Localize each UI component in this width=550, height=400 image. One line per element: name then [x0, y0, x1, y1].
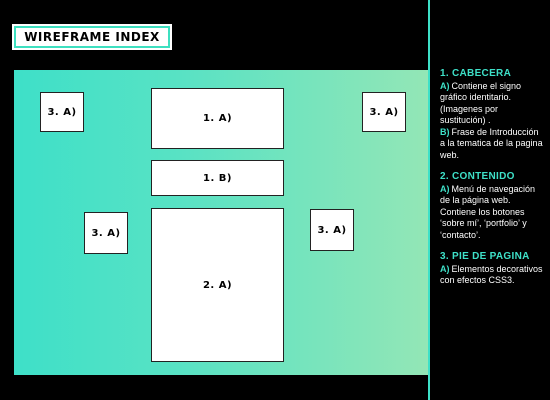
wireframe-title: WIREFRAME INDEX: [12, 24, 172, 50]
legend-item: A) Elementos decorativos con efectos CSS3…: [440, 264, 546, 287]
box-header-a: 1. A): [151, 88, 284, 149]
box-footer-top-left: 3. A): [40, 92, 84, 132]
legend-key: A): [440, 80, 450, 91]
legend-item: A) Menú de navegación de la página web. C…: [440, 184, 546, 242]
divider-line: [428, 0, 430, 400]
box-footer-mid-left: 3. A): [84, 212, 128, 254]
legend-section-header: 1. CABECERA A) Contiene el signo gráfico …: [440, 68, 546, 161]
legend-heading: 1. CABECERA: [440, 68, 512, 79]
legend-heading: 3. PIE DE PAGINA: [440, 251, 530, 262]
box-header-b: 1. B): [151, 160, 284, 196]
legend-text: Frase de Introducción a la tematica de l…: [440, 126, 543, 160]
legend-key: B): [440, 126, 450, 137]
legend-item: B) Frase de Introducción a la tematica de…: [440, 127, 546, 162]
box-footer-mid-right: 3. A): [310, 209, 354, 251]
box-footer-top-right: 3. A): [362, 92, 406, 132]
legend-text: Contiene el signo gráfico identitario. (…: [440, 80, 522, 126]
wireframe-canvas: 3. A) 1. A) 3. A) 1. B) 3. A) 2. A) 3. A…: [14, 70, 428, 375]
legend-text: Elementos decorativos con efectos CSS3.: [440, 263, 543, 286]
box-content-a: 2. A): [151, 208, 284, 362]
legend-heading: 2. CONTENIDO: [440, 171, 515, 182]
legend-item: A) Contiene el signo gráfico identitario.…: [440, 81, 546, 127]
legend-panel: 1. CABECERA A) Contiene el signo gráfico …: [440, 68, 546, 297]
legend-text: Menú de navegación de la página web. Con…: [440, 183, 536, 240]
legend-section-content: 2. CONTENIDO A) Menú de navegación de la …: [440, 171, 546, 241]
legend-key: A): [440, 183, 450, 194]
legend-key: A): [440, 263, 450, 274]
legend-section-footer: 3. PIE DE PAGINA A) Elementos decorativos…: [440, 251, 546, 287]
